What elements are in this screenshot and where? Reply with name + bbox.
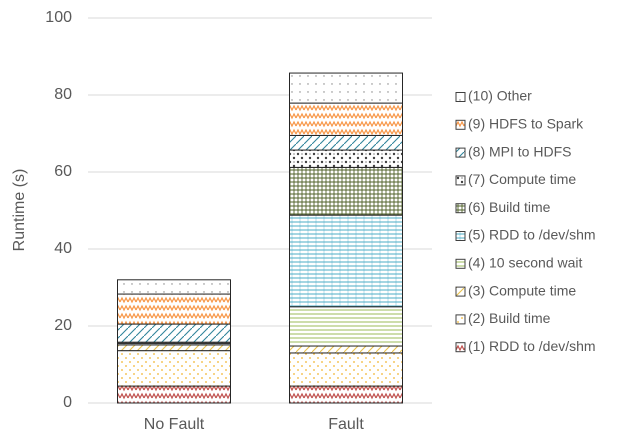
bar-segment xyxy=(289,214,403,308)
bar-segment xyxy=(117,323,231,343)
bar-segment xyxy=(117,293,231,325)
legend-label: (2) Build time xyxy=(468,310,551,326)
y-axis-label: Runtime (s) xyxy=(11,169,28,252)
bar-segment xyxy=(289,352,403,387)
y-tick-label: 40 xyxy=(54,240,72,257)
legend-label: (8) MPI to HDFS xyxy=(468,143,571,159)
legend-label: (7) Compute time xyxy=(468,171,576,187)
bar-segment xyxy=(289,385,403,404)
legend-swatch xyxy=(455,286,466,297)
legend-label: (1) RDD to /dev/shm xyxy=(468,338,596,354)
x-tick-label: No Fault xyxy=(144,416,205,433)
legend-swatch xyxy=(455,231,466,241)
legend-label: (9) HDFS to Spark xyxy=(468,116,584,132)
legend-swatch xyxy=(455,342,466,353)
bar-segment xyxy=(289,149,403,168)
legend-swatch xyxy=(455,314,466,325)
legend-swatch xyxy=(455,92,466,102)
bar-segment xyxy=(289,166,403,216)
y-tick-label: 80 xyxy=(54,86,72,103)
bar-segment xyxy=(289,306,403,347)
y-tick-label: 20 xyxy=(54,317,72,334)
legend-swatch xyxy=(455,175,466,186)
legend-swatch xyxy=(455,203,466,214)
bar-segment xyxy=(117,344,231,352)
legend-label: (5) RDD to /dev/shm xyxy=(468,227,596,243)
legend-label: (10) Other xyxy=(468,88,532,104)
legend-label: (4) 10 second wait xyxy=(468,255,583,271)
bar-segment xyxy=(289,72,403,104)
y-tick-label: 0 xyxy=(63,394,72,411)
y-tick-label: 60 xyxy=(54,163,72,180)
legend-label: (3) Compute time xyxy=(468,282,576,298)
legend-swatch xyxy=(455,119,466,130)
legend-label: (6) Build time xyxy=(468,199,551,215)
bar-segment xyxy=(117,350,231,387)
bar-segment xyxy=(117,385,231,404)
legend-swatch xyxy=(455,258,466,269)
bar-segment xyxy=(117,279,231,295)
legend-swatch xyxy=(455,147,466,158)
bar-segment xyxy=(289,345,403,354)
bar-segment xyxy=(289,102,403,136)
y-tick-label: 100 xyxy=(45,9,72,26)
bar-segment xyxy=(289,134,403,151)
x-tick-label: Fault xyxy=(328,416,364,433)
